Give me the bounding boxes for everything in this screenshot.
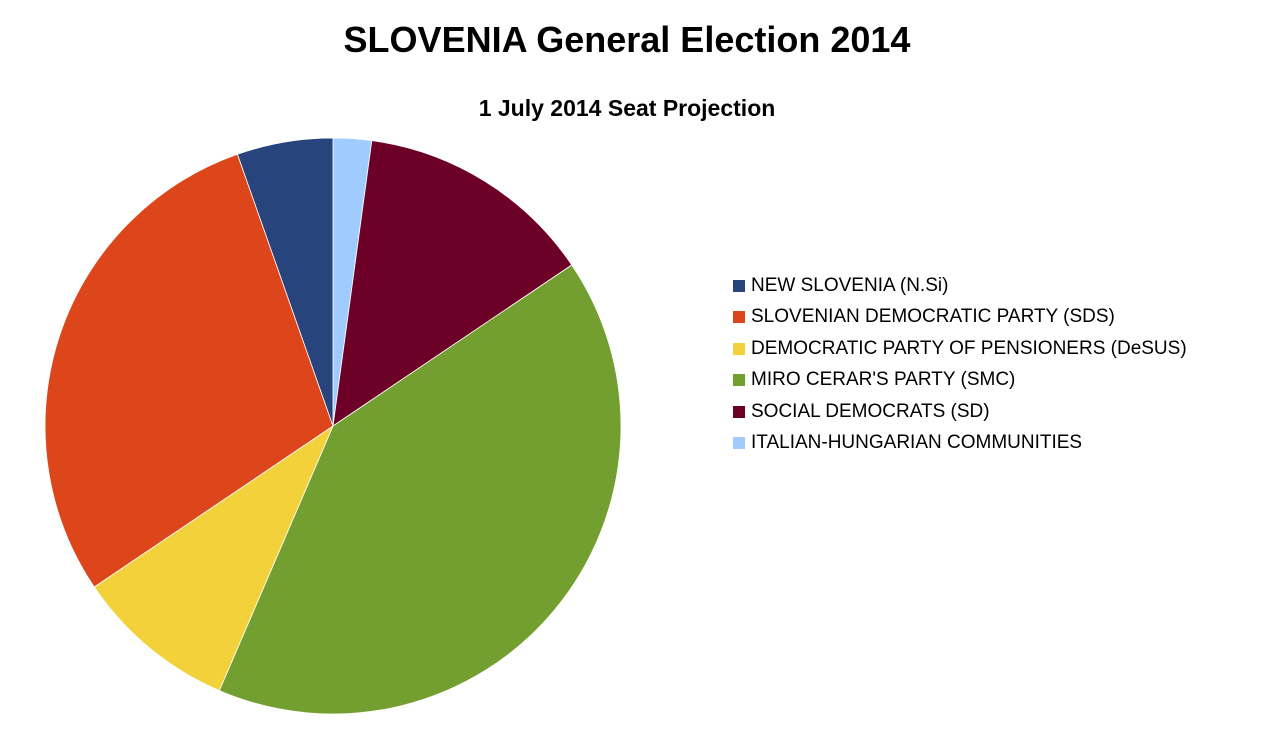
legend-label-sds: SLOVENIAN DEMOCRATIC PARTY (SDS) [751,306,1115,328]
legend: NEW SLOVENIA (N.Si) SLOVENIAN DEMOCRATIC… [733,270,1273,459]
legend-label-sd: SOCIAL DEMOCRATS (SD) [751,400,990,422]
legend-label-smc: MIRO CERAR'S PARTY (SMC) [751,369,1016,391]
pie-slice-slovenian-democratic-party-sds [44,153,334,588]
legend-swatch-desus [733,342,745,355]
legend-label-desus: DEMOCRATIC PARTY OF PENSIONERS (DeSUS) [751,337,1187,359]
pie-slice-new-slovenia-n-si [236,137,334,427]
legend-item-n-si: NEW SLOVENIA (N.Si) [733,270,1273,302]
legend-item-sds: SLOVENIAN DEMOCRATIC PARTY (SDS) [733,302,1273,334]
legend-item-desus: DEMOCRATIC PARTY OF PENSIONERS (DeSUS) [733,333,1273,365]
legend-item-smc: MIRO CERAR'S PARTY (SMC) [733,365,1273,397]
chart-title: SLOVENIA General Election 2014 [343,19,911,60]
legend-label-n-si: NEW SLOVENIA (N.Si) [751,274,949,296]
legend-swatch-n-si [733,279,745,292]
legend-label-italian-hungarian: ITALIAN-HUNGARIAN COMMUNITIES [751,432,1083,454]
legend-swatch-sds [733,311,745,324]
chart-subtitle: 1 July 2014 Seat Projection [478,95,776,121]
pie-slice-social-democrats-sd [332,140,573,427]
pie-slice-miro-cerar-s-party-smc [218,264,622,715]
legend-swatch-smc [733,374,745,387]
pie-slice-democratic-party-of-pensioners-desus [93,424,334,692]
legend-item-italian-hungarian: ITALIAN-HUNGARIAN COMMUNITIES [733,428,1273,460]
legend-item-sd: SOCIAL DEMOCRATS (SD) [733,396,1273,428]
legend-swatch-sd [733,405,745,418]
legend-swatch-italian-hungarian [733,437,745,450]
